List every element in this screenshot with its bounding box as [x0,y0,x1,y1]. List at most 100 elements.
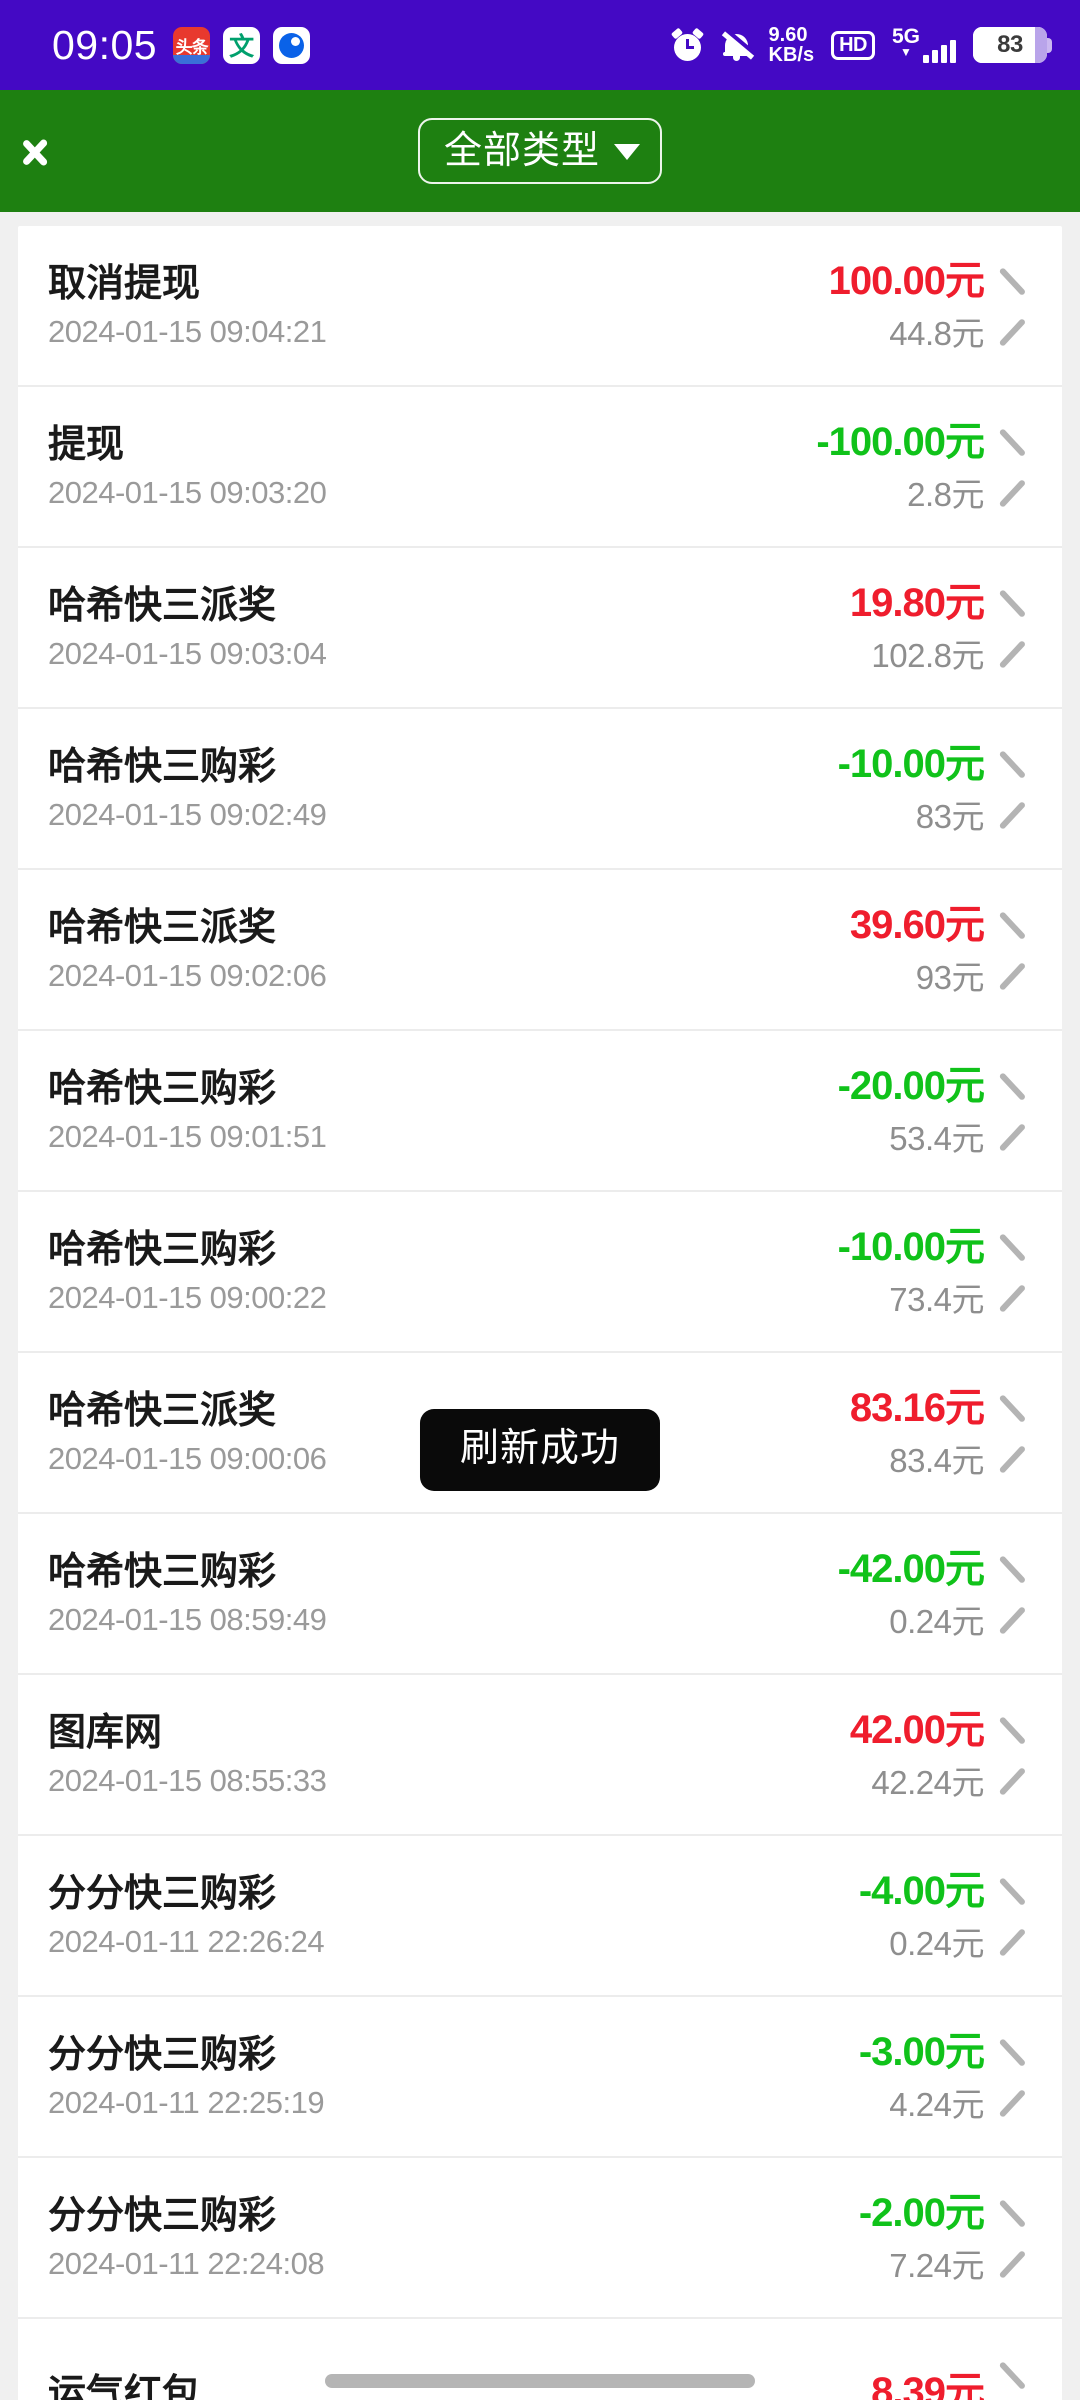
transaction-time: 2024-01-15 09:01:51 [48,1119,327,1154]
row-values: 83.16元 83.4元 [850,1388,1034,1477]
row-info: 分分快三购彩 2024-01-11 22:26:24 [48,1874,325,1957]
transaction-title: 哈希快三购彩 [48,744,277,788]
row-values: -20.00元 53.4元 [838,1066,1034,1155]
transaction-balance: 2.8元 [907,476,984,513]
table-row[interactable]: 图库网 2024-01-15 08:55:33 42.00元 42.24元 [18,1675,1062,1836]
back-chevron-icon [40,125,70,177]
table-row[interactable]: 哈希快三派奖 2024-01-15 09:03:04 19.80元 102.8元 [18,548,1062,709]
transaction-time: 2024-01-15 09:00:22 [48,1280,327,1315]
table-row[interactable]: 哈希快三派奖 2024-01-15 09:00:06 83.16元 83.4元 [18,1353,1062,1514]
row-values: 42.00元 42.24元 [850,1710,1034,1799]
row-info: 哈希快三购彩 2024-01-15 09:02:49 [48,744,327,830]
amount-group: 83.16元 83.4元 [849,1386,985,1479]
chevron-right-icon[interactable] [1000,2210,1034,2266]
chevron-down-icon [614,144,641,160]
row-values: 8.39元 [871,2372,1034,2400]
transaction-time: 2024-01-11 22:24:08 [48,2246,325,2281]
transaction-title: 图库网 [48,1710,163,1754]
status-bar-right: 9.60 KB/s HD 5G ▼ 83 [670,25,1052,65]
transaction-amount: 83.16元 [849,1386,985,1430]
table-row[interactable]: 哈希快三购彩 2024-01-15 08:59:49 -42.00元 0.24元 [18,1514,1062,1675]
transaction-time: 2024-01-15 09:00:06 [48,1441,327,1476]
transaction-balance: 0.24元 [889,1603,984,1640]
transaction-amount: 100.00元 [828,259,985,303]
row-values: 100.00元 44.8元 [829,261,1034,350]
app-header: 全部类型 [0,90,1080,212]
alarm-clock-icon [670,27,704,62]
transaction-amount: -4.00元 [858,1869,985,1913]
type-filter-dropdown[interactable]: 全部类型 [417,118,663,184]
amount-group: 8.39元 [871,2372,985,2400]
battery-indicator: 83 [973,27,1052,63]
chevron-right-icon[interactable] [1000,2372,1034,2400]
table-row[interactable]: 哈希快三购彩 2024-01-15 09:02:49 -10.00元 83元 [18,709,1062,870]
row-values: -2.00元 7.24元 [859,2193,1034,2282]
chevron-right-icon[interactable] [1000,1083,1034,1139]
row-values: -3.00元 4.24元 [859,2032,1034,2121]
transaction-amount: -2.00元 [858,2191,985,2235]
transaction-title: 分分快三购彩 [48,2032,277,2076]
transaction-amount: 42.00元 [849,1708,985,1752]
transaction-title: 提现 [48,422,125,466]
row-info: 取消提现 2024-01-15 09:04:21 [48,264,327,347]
table-row[interactable]: 取消提现 2024-01-15 09:04:21 100.00元 44.8元 [18,226,1062,387]
row-info: 哈希快三派奖 2024-01-15 09:03:04 [48,583,327,669]
row-info: 哈希快三购彩 2024-01-15 09:00:22 [48,1230,327,1315]
toutiao-icon-bar [173,54,211,64]
row-values: -42.00元 0.24元 [838,1549,1034,1638]
row-info: 哈希快三派奖 2024-01-15 09:00:06 [48,1388,327,1476]
transaction-balance: 4.24元 [889,2086,984,2123]
chevron-right-icon[interactable] [1000,1566,1034,1622]
bell-muted-icon [721,29,754,62]
row-info: 图库网 2024-01-15 08:55:33 [48,1710,327,1798]
table-row[interactable]: 分分快三购彩 2024-01-11 22:26:24 -4.00元 0.24元 [18,1836,1062,1997]
chevron-right-icon[interactable] [1000,1244,1034,1300]
translate-icon: 文 [223,26,261,64]
row-info: 分分快三购彩 2024-01-11 22:24:08 [48,2193,325,2281]
transaction-title: 分分快三购彩 [48,2193,277,2237]
table-row[interactable]: 提现 2024-01-15 09:03:20 -100.00元 2.8元 [18,387,1062,548]
hd-badge-icon: HD [831,30,875,60]
chevron-right-icon[interactable] [1000,439,1034,495]
chevron-right-icon[interactable] [1000,1405,1034,1461]
transaction-title: 哈希快三派奖 [48,583,277,627]
amount-group: 19.80元 102.8元 [850,583,985,674]
home-indicator[interactable] [325,2374,755,2388]
transaction-list[interactable]: 取消提现 2024-01-15 09:04:21 100.00元 44.8元提现 202… [18,226,1062,2400]
chevron-right-icon[interactable] [1000,278,1034,334]
amount-group: 100.00元 44.8元 [828,259,985,350]
transaction-time: 2024-01-15 08:55:33 [48,1763,327,1798]
chevron-right-icon[interactable] [1000,922,1034,978]
chevron-right-icon[interactable] [1000,600,1034,656]
network-type-label: 5G ▼ [892,26,920,63]
signal-bars-icon [923,40,956,63]
chevron-right-icon[interactable] [1000,1727,1034,1783]
amount-group: -4.00元 0.24元 [858,1869,985,1960]
table-row[interactable]: 哈希快三派奖 2024-01-15 09:02:06 39.60元 93元 [18,870,1062,1031]
transaction-balance: 53.4元 [889,1120,984,1157]
transaction-time: 2024-01-15 09:03:20 [48,475,327,510]
table-row[interactable]: 哈希快三购彩 2024-01-15 09:00:22 -10.00元 73.4元 [18,1192,1062,1353]
row-values: -4.00元 0.24元 [859,1871,1034,1960]
amount-group: -20.00元 53.4元 [838,1066,985,1157]
back-button[interactable] [0,90,110,212]
table-row[interactable]: 哈希快三购彩 2024-01-15 09:01:51 -20.00元 53.4元 [18,1031,1062,1192]
transaction-balance: 102.8元 [871,637,984,674]
chevron-right-icon[interactable] [1000,2049,1034,2105]
chevron-right-icon[interactable] [1000,761,1034,817]
transaction-time: 2024-01-15 09:02:06 [48,958,327,993]
chevron-right-icon[interactable] [1000,1888,1034,1944]
transaction-balance: 7.24元 [889,2247,984,2284]
transaction-title: 哈希快三派奖 [48,1388,277,1432]
table-row[interactable]: 分分快三购彩 2024-01-11 22:24:08 -2.00元 7.24元 [18,2158,1062,2319]
toutiao-icon: 头条 [173,26,211,64]
signal-strength-icon: 5G ▼ [892,26,956,63]
type-filter-label: 全部类型 [443,128,601,172]
battery-shell: 83 [973,27,1047,63]
table-row[interactable]: 运气红包 8.39元 [18,2319,1062,2400]
transaction-amount: -42.00元 [837,1547,985,1591]
row-info: 运气红包 [48,2374,200,2400]
transaction-balance: 83.4元 [889,1442,984,1479]
table-row[interactable]: 分分快三购彩 2024-01-11 22:25:19 -3.00元 4.24元 [18,1997,1062,2158]
row-info: 分分快三购彩 2024-01-11 22:25:19 [48,2032,325,2118]
